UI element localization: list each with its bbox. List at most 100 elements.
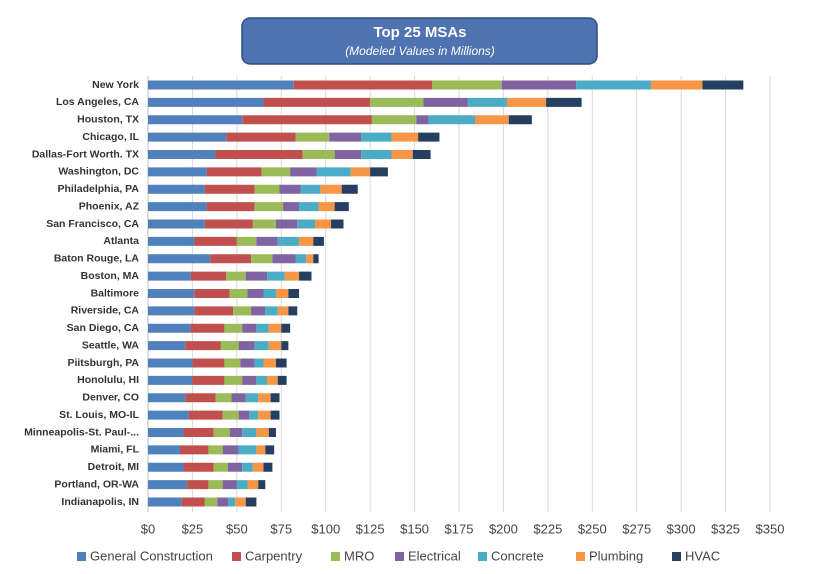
bar-segment [249,410,259,420]
bar-segment [423,97,468,107]
bar-segment [315,219,332,229]
bar-segment [288,306,298,316]
chart-title: Top 25 MSAs [373,24,466,41]
legend-label: Electrical [408,548,461,563]
bar-segment [254,358,264,368]
bar-segment [370,97,424,107]
bar-segment [270,410,280,420]
bar-segment [418,132,440,142]
bar-segment [313,236,324,246]
bar-segment [227,462,243,472]
bar-segment [316,167,351,177]
bar-segment [501,80,577,90]
bar-segment [208,480,223,490]
bar-segment [148,393,186,403]
bar-segment [183,428,214,437]
y-tick-label: Portland, OR-WA [54,478,139,490]
bar-segment [256,445,266,455]
bar-segment [299,236,314,246]
bar-segment [302,150,335,159]
bar-segment [263,358,276,368]
bar-segment [265,445,275,455]
bar-segment [277,306,289,316]
bar-segment [224,375,243,385]
y-tick-label: Atlanta [103,235,139,247]
y-tick-label: Minneapolis-St. Paul-... [24,426,139,438]
bar-segment [272,254,296,264]
bar-segment [428,115,475,125]
bar-segment [320,184,342,194]
bar-segment [148,80,294,90]
y-tick-label: Phoenix, AZ [79,200,140,212]
bar-segment [270,393,280,403]
bar-segment [185,341,221,351]
x-tick-label: $225 [533,521,562,536]
legend-swatch [576,552,585,561]
bar-segment [370,167,388,177]
bar-segment [220,341,239,351]
bar-segment [233,306,252,316]
bar-segment [194,289,230,298]
bar-segment [213,428,230,437]
bar-segment [148,254,211,264]
bar-segment [254,202,284,212]
x-tick-label: $50 [226,521,248,536]
bar-segment [412,150,431,159]
bar-segment [242,428,257,437]
legend-label: Concrete [491,548,544,563]
bar-segment [371,115,417,125]
x-tick-label: $175 [445,521,474,536]
bar-segment [229,428,243,437]
bar-segment [208,445,223,455]
bar-segment [281,341,289,351]
bar-segment [251,254,273,264]
y-tick-label: New York [92,79,139,91]
bar-segment [188,410,223,420]
y-tick-label: Boston, MA [81,270,140,282]
bar-segment [242,115,372,125]
y-tick-label: St. Louis, MO-IL [59,409,139,421]
bar-segment [275,219,298,229]
bar-segment [192,375,225,385]
bar-segment [148,97,264,107]
y-tick-label: Philadelphia, PA [58,183,140,195]
x-tick-label: $325 [711,521,740,536]
bar-segment [148,323,191,333]
bar-segment [467,97,507,107]
bar-segment [258,393,271,403]
legend-label: General Construction [90,548,213,563]
x-tick-label: $250 [578,521,607,536]
bar-segment [256,428,269,437]
bar-segment [236,480,248,490]
bar-segment [190,323,225,333]
bar-segment [148,184,205,194]
bar-segment [148,202,207,212]
bar-segment [148,271,191,281]
bar-segment [263,462,273,472]
bar-segment [279,184,301,194]
bar-segment [187,480,209,490]
bar-segment [350,167,371,177]
bar-segment [265,306,278,316]
bar-segment [215,393,232,403]
bar-segment [179,445,209,455]
bar-segment [288,289,300,298]
bar-segment [261,167,291,177]
bar-segment [227,497,236,507]
bar-segment [295,132,330,142]
bar-segment [242,462,253,472]
y-tick-label: San Francisco, CA [46,218,139,230]
bar-segment [281,323,291,333]
bar-segment [148,150,216,159]
bar-segment [251,306,266,316]
bar-segment [215,150,303,159]
bar-segment [252,462,264,472]
bar-segment [213,462,228,472]
bar-segment [284,271,300,281]
y-tick-label: Los Angeles, CA [56,96,139,108]
bar-segment [238,445,257,455]
x-tick-label: $350 [756,521,785,536]
bar-segment [650,80,703,90]
bar-segment [293,80,433,90]
bar-segment [263,97,371,107]
